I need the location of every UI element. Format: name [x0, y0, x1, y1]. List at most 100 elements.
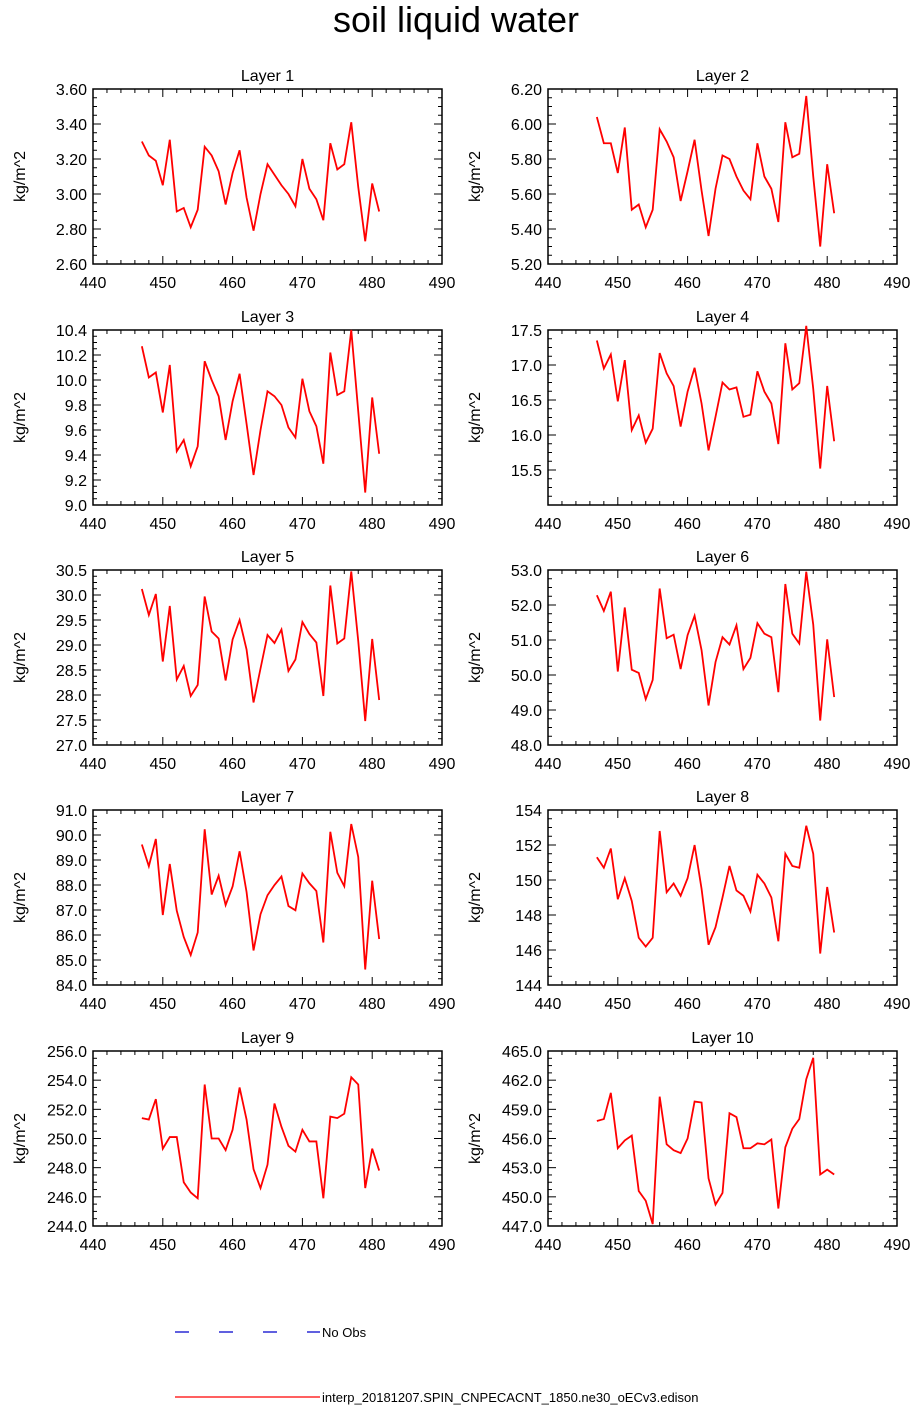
x-tick-label: 440 — [535, 516, 562, 533]
x-tick-label: 450 — [149, 275, 176, 292]
x-tick-label: 490 — [884, 1237, 911, 1254]
y-tick-label: 154 — [515, 803, 542, 820]
legend-model-label: interp_20181207.SPIN_CNPECACNT_1850.ne30… — [322, 1390, 699, 1405]
x-tick-label: 460 — [674, 516, 701, 533]
y-tick-label: 3.40 — [56, 117, 87, 134]
chart-title: soil liquid water — [332, 0, 580, 40]
y-tick-label: 27.0 — [56, 738, 87, 755]
y-tick-label: 462.0 — [502, 1073, 542, 1090]
y-tick-label: 450.0 — [502, 1190, 542, 1207]
y-tick-label: 9.2 — [65, 473, 87, 490]
x-tick-label: 460 — [219, 756, 246, 773]
x-tick-label: 460 — [219, 275, 246, 292]
x-tick-label: 440 — [80, 1237, 107, 1254]
y-tick-label: 9.0 — [65, 498, 87, 515]
x-tick-label: 460 — [674, 996, 701, 1013]
y-tick-label: 52.0 — [511, 598, 542, 615]
y-tick-label: 5.20 — [511, 257, 542, 274]
series-line — [596, 1057, 835, 1225]
y-tick-label: 5.60 — [511, 187, 542, 204]
y-tick-label: 15.5 — [511, 463, 542, 480]
y-tick-label: 49.0 — [511, 703, 542, 720]
y-tick-label: 30.5 — [56, 563, 87, 580]
y-axis-label: kg/m^2 — [467, 392, 484, 443]
y-tick-label: 2.80 — [56, 222, 87, 239]
plot-frame — [547, 1050, 898, 1227]
y-tick-label: 150 — [515, 873, 542, 890]
panel-title: Layer 8 — [696, 789, 749, 806]
y-tick-label: 88.0 — [56, 878, 87, 895]
y-tick-label: 28.5 — [56, 663, 87, 680]
y-tick-label: 10.2 — [56, 348, 87, 365]
y-tick-label: 29.5 — [56, 613, 87, 630]
x-tick-label: 450 — [149, 1237, 176, 1254]
panel-title: Layer 3 — [241, 309, 294, 326]
x-tick-label: 440 — [80, 996, 107, 1013]
y-axis-label: kg/m^2 — [12, 151, 29, 202]
y-tick-label: 48.0 — [511, 738, 542, 755]
x-tick-label: 480 — [814, 996, 841, 1013]
y-tick-label: 5.80 — [511, 152, 542, 169]
y-tick-label: 152 — [515, 838, 542, 855]
y-tick-label: 16.0 — [511, 428, 542, 445]
y-axis-label: kg/m^2 — [12, 632, 29, 683]
x-tick-label: 480 — [359, 516, 386, 533]
x-tick-label: 440 — [80, 516, 107, 533]
x-tick-label: 490 — [884, 275, 911, 292]
y-axis-label: kg/m^2 — [467, 872, 484, 923]
x-tick-label: 450 — [604, 275, 631, 292]
y-tick-label: 459.0 — [502, 1102, 542, 1119]
y-tick-label: 9.4 — [65, 448, 87, 465]
x-tick-label: 450 — [149, 756, 176, 773]
panel-title: Layer 2 — [696, 68, 749, 85]
y-tick-label: 144 — [515, 978, 542, 995]
y-axis-label: kg/m^2 — [12, 872, 29, 923]
x-tick-label: 460 — [219, 516, 246, 533]
plot-frame — [547, 569, 898, 746]
y-tick-label: 29.0 — [56, 638, 87, 655]
y-tick-label: 30.0 — [56, 588, 87, 605]
y-tick-label: 17.5 — [511, 323, 542, 340]
plot-frame — [547, 88, 898, 265]
x-tick-label: 470 — [744, 996, 771, 1013]
x-tick-label: 450 — [604, 996, 631, 1013]
x-tick-label: 480 — [359, 1237, 386, 1254]
y-tick-label: 91.0 — [56, 803, 87, 820]
y-tick-label: 53.0 — [511, 563, 542, 580]
y-tick-label: 456.0 — [502, 1132, 542, 1149]
x-tick-label: 490 — [429, 1237, 456, 1254]
plot-frame — [92, 569, 443, 746]
y-axis-label: kg/m^2 — [12, 392, 29, 443]
legend-obs-label: No Obs — [322, 1325, 367, 1340]
y-tick-label: 6.00 — [511, 117, 542, 134]
y-tick-label: 16.5 — [511, 393, 542, 410]
x-tick-label: 470 — [744, 275, 771, 292]
x-tick-label: 440 — [535, 1237, 562, 1254]
x-tick-label: 470 — [289, 1237, 316, 1254]
series-line — [596, 571, 836, 721]
y-tick-label: 90.0 — [56, 828, 87, 845]
y-tick-label: 465.0 — [502, 1044, 542, 1061]
y-axis-label: kg/m^2 — [467, 632, 484, 683]
series-line — [595, 325, 836, 469]
series-line — [141, 122, 381, 242]
x-tick-label: 470 — [744, 1237, 771, 1254]
y-tick-label: 17.0 — [511, 358, 542, 375]
y-tick-label: 3.20 — [56, 152, 87, 169]
y-tick-label: 85.0 — [56, 953, 87, 970]
x-tick-label: 450 — [604, 756, 631, 773]
y-tick-label: 146 — [515, 943, 542, 960]
x-tick-label: 480 — [359, 756, 386, 773]
y-tick-label: 148 — [515, 908, 542, 925]
series-line — [596, 825, 836, 954]
y-tick-label: 86.0 — [56, 928, 87, 945]
x-tick-label: 450 — [604, 1237, 631, 1254]
series-line — [141, 823, 381, 970]
x-tick-label: 490 — [429, 996, 456, 1013]
y-tick-label: 254.0 — [47, 1073, 87, 1090]
x-tick-label: 460 — [674, 756, 701, 773]
y-tick-label: 6.20 — [511, 82, 542, 99]
x-tick-label: 480 — [359, 996, 386, 1013]
x-tick-label: 440 — [535, 756, 562, 773]
